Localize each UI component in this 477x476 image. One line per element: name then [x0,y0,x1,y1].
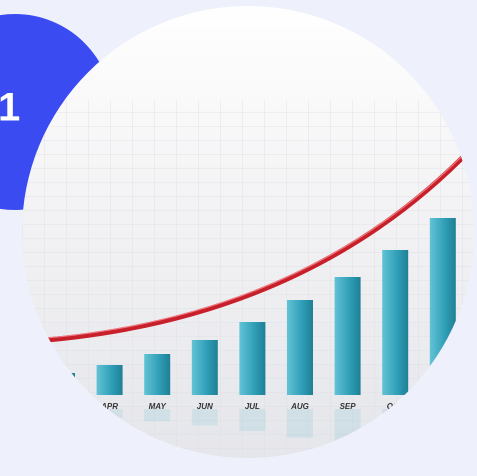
bar [49,373,75,395]
bar [191,340,218,395]
x-tick-label: APR [100,402,118,411]
bar [382,250,409,395]
bar-reflection [239,409,266,431]
bar-reflection [334,409,361,445]
x-tick-label: SEP [340,402,357,411]
bar-reflection [382,409,409,453]
bar [239,322,266,395]
bar-reflection [144,409,171,422]
bar [334,277,361,395]
x-tick-label: OCT [387,402,405,411]
x-tick-label: JUL [245,402,260,411]
x-tick-label: MAY [149,402,167,411]
bar [96,365,123,395]
trend-highlight [22,147,471,341]
bar-reflection [287,409,313,438]
x-tick-label: JUN [197,402,213,411]
x-tick-label: AUG [290,402,309,411]
bar-reflection [191,409,218,426]
bar-reflection [429,409,456,458]
bar [429,218,456,395]
trend-curve [22,148,472,345]
bar-reflection [49,409,75,416]
badge-number: 1 [0,86,20,130]
bar [144,354,171,395]
bar [287,300,313,395]
